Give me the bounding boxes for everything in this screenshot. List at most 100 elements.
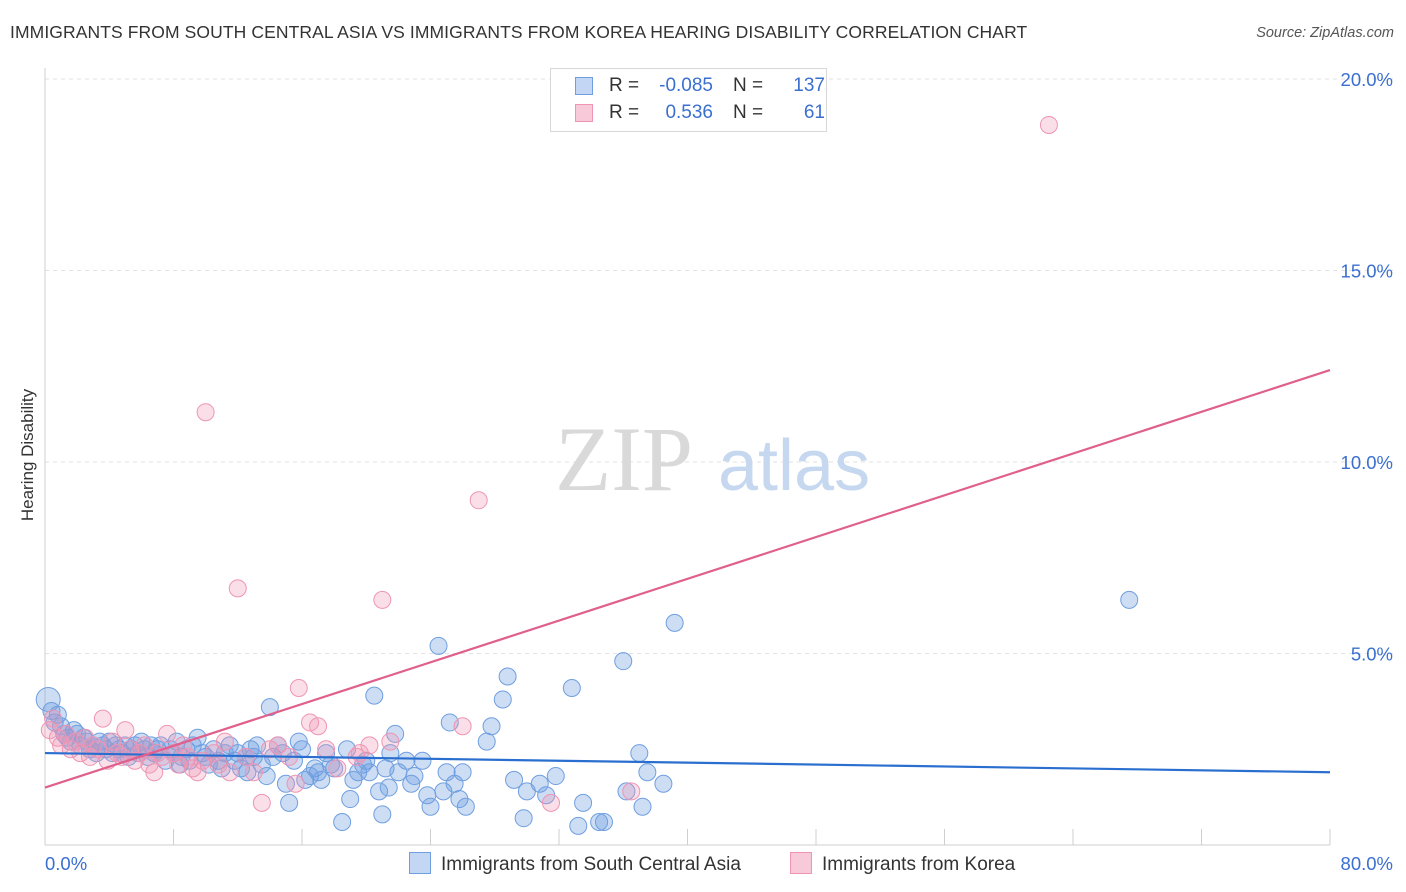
south-central-asia-point bbox=[429, 636, 448, 655]
south-central-asia-point bbox=[450, 790, 469, 809]
korea-point bbox=[289, 678, 308, 697]
south-central-asia-point bbox=[633, 797, 652, 816]
korea-point bbox=[1039, 115, 1058, 134]
watermark-atlas: atlas bbox=[718, 426, 870, 506]
legend-r-label: R = bbox=[609, 75, 640, 96]
legend-n-label: N = bbox=[733, 102, 764, 123]
south-central-asia-point bbox=[562, 678, 581, 697]
x-tick-label-max: 80.0% bbox=[1341, 853, 1393, 874]
korea-point bbox=[158, 724, 177, 743]
korea-point bbox=[215, 732, 234, 751]
korea-point bbox=[244, 763, 263, 782]
korea-point bbox=[178, 747, 197, 766]
south-central-asia-point bbox=[341, 790, 360, 809]
legend-r-value: -0.085 bbox=[659, 75, 713, 96]
south-central-asia-point bbox=[360, 763, 379, 782]
south-central-asia-point bbox=[333, 813, 352, 832]
south-central-asia-point bbox=[312, 770, 331, 789]
south-central-asia-point bbox=[405, 767, 424, 786]
south-central-asia-point bbox=[421, 797, 440, 816]
bottom-legend-label: Immigrants from South Central Asia bbox=[441, 854, 741, 875]
korea-point bbox=[373, 590, 392, 609]
south-central-asia-point bbox=[482, 717, 501, 736]
y-tick-label: 5.0% bbox=[1351, 644, 1393, 665]
south-central-asia-point bbox=[280, 793, 299, 812]
south-central-asia-point bbox=[505, 770, 524, 789]
south-central-asia-point bbox=[514, 809, 533, 828]
korea-point bbox=[145, 763, 164, 782]
south-central-asia-point bbox=[365, 686, 384, 705]
south-central-asia-point bbox=[594, 813, 613, 832]
legend-n-value: 61 bbox=[803, 102, 825, 123]
south-central-asia-point bbox=[630, 744, 649, 763]
legend-r-label: R = bbox=[609, 102, 640, 123]
south-central-asia-point bbox=[665, 613, 684, 632]
south-central-asia-point bbox=[498, 667, 517, 686]
korea-point bbox=[196, 403, 215, 422]
trend-line-south-central-asia bbox=[44, 751, 1331, 774]
korea-point bbox=[317, 740, 336, 759]
south-central-asia-point bbox=[413, 751, 432, 770]
south-central-asia-point bbox=[546, 767, 565, 786]
korea-point bbox=[164, 744, 183, 763]
legend-swatch-pink bbox=[575, 104, 593, 122]
south-central-asia-point bbox=[614, 652, 633, 671]
korea-point bbox=[453, 717, 472, 736]
y-tick-label: 20.0% bbox=[1341, 69, 1393, 90]
korea-point bbox=[204, 744, 223, 763]
korea-point bbox=[103, 732, 122, 751]
south-central-asia-point bbox=[238, 763, 257, 782]
bottom-legend-label: Immigrants from Korea bbox=[822, 854, 1016, 875]
south-central-asia-point bbox=[373, 805, 392, 824]
korea-point bbox=[44, 709, 63, 728]
korea-point bbox=[252, 793, 271, 812]
korea-point bbox=[220, 763, 239, 782]
bottom-legend-korea: Immigrants from Korea bbox=[790, 852, 1015, 876]
south-central-asia-point bbox=[569, 816, 588, 835]
korea-point bbox=[622, 782, 641, 801]
legend-swatch-blue bbox=[575, 77, 593, 95]
trend-line-korea bbox=[44, 369, 1331, 789]
correlation-legend: R = -0.085 N = 137 R = 0.536 N = 61 bbox=[550, 68, 827, 132]
korea-point bbox=[93, 709, 112, 728]
y-tick-label: 15.0% bbox=[1341, 261, 1393, 282]
korea-point bbox=[116, 721, 135, 740]
legend-r-value: 0.536 bbox=[665, 102, 713, 123]
south-central-asia-point bbox=[477, 732, 496, 751]
south-central-asia-point bbox=[370, 782, 389, 801]
trend-lines bbox=[44, 369, 1331, 789]
south-central-asia-point bbox=[379, 778, 398, 797]
legend-n-label: N = bbox=[733, 75, 764, 96]
chart-title: IMMIGRANTS FROM SOUTH CENTRAL ASIA VS IM… bbox=[10, 22, 1028, 42]
y-tick-label: 10.0% bbox=[1341, 452, 1393, 473]
korea-point bbox=[188, 763, 207, 782]
korea-point bbox=[228, 579, 247, 598]
south-central-asia-point bbox=[453, 763, 472, 782]
tick-labels: 5.0% 10.0% 15.0% 20.0% 0.0% 80.0% bbox=[45, 69, 1393, 874]
legend-n-value: 137 bbox=[793, 75, 825, 96]
korea-point bbox=[286, 774, 305, 793]
korea-point bbox=[381, 732, 400, 751]
korea-point bbox=[66, 732, 85, 751]
watermark-zip: ZIP bbox=[555, 408, 693, 510]
south-central-asia-point bbox=[574, 793, 593, 812]
south-central-asia-point bbox=[276, 774, 295, 793]
south-central-asia-point bbox=[654, 774, 673, 793]
source-credit: Source: ZipAtlas.com bbox=[1256, 25, 1394, 41]
south-central-asia-point bbox=[397, 751, 416, 770]
x-tick-label-min: 0.0% bbox=[45, 853, 87, 874]
korea-point bbox=[360, 736, 379, 755]
bottom-legend-south-central-asia: Immigrants from South Central Asia bbox=[409, 852, 741, 876]
axes bbox=[44, 68, 1331, 846]
korea-point bbox=[541, 793, 560, 812]
south-central-asia-point bbox=[590, 813, 609, 832]
korea-point bbox=[469, 491, 488, 510]
south-central-asia-point bbox=[617, 782, 636, 801]
south-central-asia-point bbox=[357, 751, 376, 770]
bottom-legend-swatch-blue bbox=[409, 852, 431, 874]
watermark: ZIP atlas bbox=[555, 408, 870, 510]
south-central-asia-point bbox=[456, 797, 475, 816]
y-axis-label: Hearing Disability bbox=[18, 388, 37, 522]
bottom-legend-swatch-pink bbox=[790, 852, 812, 874]
